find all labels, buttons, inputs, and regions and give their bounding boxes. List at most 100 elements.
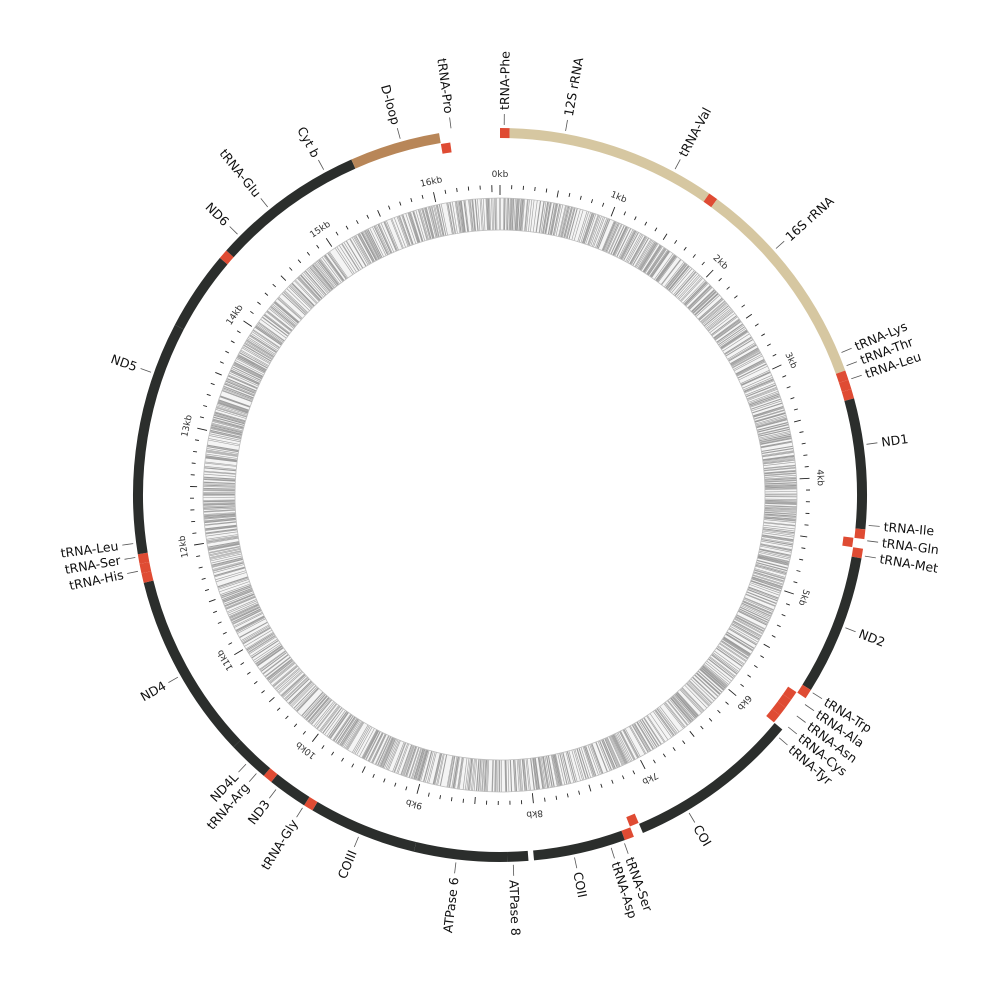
gene-label: D-loop (378, 83, 403, 126)
gene-label: ND2 (857, 626, 888, 650)
gene-label-leader (610, 847, 615, 859)
scale-tick-label: 6kb (734, 693, 753, 712)
gene-arc-trna-cys (771, 701, 786, 716)
gene-label: COI (690, 822, 714, 849)
gene-label-leader (851, 374, 862, 380)
gene-label-leader (168, 676, 179, 683)
gene-label-leader (845, 627, 856, 633)
gene-label-leader (867, 540, 879, 543)
gene-label-leader (353, 836, 359, 848)
gene-label-leader (775, 240, 785, 249)
gene-arc-atpase-8 (507, 850, 529, 862)
gene-label: Cyt b (294, 124, 323, 160)
gene-label-leader (812, 692, 823, 700)
gene-label: tRNA-Val (676, 105, 715, 159)
density-track-inner-edge (234, 229, 766, 761)
gene-label-leader (318, 159, 325, 170)
gene-label-leader (449, 117, 452, 129)
gene-label: ND4 (138, 678, 169, 704)
gene-arc-trna-gly (304, 796, 318, 811)
gene-arc-trna-tyr (766, 708, 780, 723)
gene-label-leader (841, 347, 852, 353)
scale-tick-label: 8kb (525, 807, 543, 819)
gene-arc-trna-gln (842, 536, 854, 548)
scale-tick-label: 14kb (225, 303, 246, 327)
gene-label: tRNA-Ile (883, 519, 935, 538)
gene-arc-trna-leu (137, 552, 150, 564)
gene-arc-nd4 (143, 580, 241, 748)
scale-ticks (190, 185, 811, 806)
scale-tick-label: 2kb (711, 253, 730, 272)
gene-label-leader (565, 119, 568, 131)
gene-arc-coi (639, 723, 783, 834)
gene-arc-coii (533, 830, 625, 861)
scale-tick-label: 13kb (180, 414, 195, 438)
gene-label-leader (396, 127, 401, 139)
gene-arc-nd2 (802, 556, 862, 691)
gene-arc-trna-trp (797, 684, 811, 699)
gene-label-leader (238, 763, 247, 773)
gene-arc-trna-asn (777, 694, 792, 708)
gene-arc-nd1 (844, 398, 867, 530)
gene-arc-trna-leu (841, 389, 855, 402)
gene-label: tRNA-Glu (217, 146, 265, 200)
gene-arc-trna-his (141, 571, 154, 583)
gene-arc-trna-thr (838, 379, 852, 392)
gene-arc-nd5 (133, 324, 184, 555)
scale-tick-label: 7kb (640, 769, 660, 786)
scale-tick-label: 5kb (796, 588, 811, 607)
gene-arc-trna-ser (139, 561, 152, 574)
gene-label-leader (866, 442, 878, 445)
scale-tick-label: 10kb (294, 739, 318, 761)
gene-label: tRNA-Gln (881, 535, 940, 557)
gene-label-leader (122, 543, 134, 546)
density-track-lines (202, 197, 798, 793)
gene-arc-trna-ile (854, 528, 866, 540)
scale-tick-label: 11kb (216, 647, 236, 672)
gene-label: ND3 (245, 797, 273, 828)
gene-label: 12S rRNA (561, 56, 586, 118)
gene-label: tRNA-Pro (434, 57, 456, 114)
gene-arc-trna-val (703, 193, 718, 208)
gene-label-leader (868, 525, 880, 527)
density-track-background (203, 198, 797, 792)
gene-arc-cyt-b (226, 159, 356, 258)
gene-arc-trna-lys (835, 370, 849, 383)
scale-tick-label: 0kb (492, 170, 509, 180)
gene-arc-atpase-6 (413, 842, 508, 862)
gene-label-leader (846, 361, 858, 366)
scale-tick-label: 16kb (419, 175, 443, 190)
gene-arc-trna-glu (219, 250, 234, 265)
gene-label: ATPase 8 (506, 880, 523, 937)
gene-arc-coiii (312, 801, 417, 852)
gene-arc-trna-ser (626, 813, 639, 827)
gene-arc-16s-rrna (711, 199, 846, 374)
density-track (202, 197, 798, 793)
gene-label-leader (688, 812, 696, 823)
gene-arc-trna-ala (782, 686, 797, 700)
gene-label: 16S rRNA (782, 193, 837, 244)
gene-label: COIII (335, 848, 360, 881)
gene-label-leader (674, 159, 681, 170)
gene-label: ND5 (109, 351, 139, 374)
gene-arc-nd4l (233, 740, 271, 776)
scale-tick-label: 9kb (405, 796, 424, 810)
scale-tick-label: 4kb (814, 469, 825, 486)
gene-arc-trna-asp (621, 827, 634, 841)
gene-arc-nd3 (271, 774, 310, 806)
gene-arc-trna-arg (263, 768, 278, 782)
density-track-outer-edge (202, 197, 798, 793)
gene-label-leader (574, 857, 578, 869)
gene-label: ND6 (203, 199, 233, 229)
gene-arc-12s-rrna (509, 128, 710, 202)
scale-tick-label: 1kb (609, 190, 628, 206)
gene-label-leader (454, 862, 457, 874)
gene-label: COII (570, 871, 590, 899)
scale-tick-marks (190, 185, 811, 806)
gene-label-leader (140, 368, 152, 373)
gene-label-leader (796, 715, 806, 723)
gene-label-leader (260, 198, 269, 208)
gene-label-leader (787, 726, 798, 735)
gene-arcs (133, 128, 867, 862)
